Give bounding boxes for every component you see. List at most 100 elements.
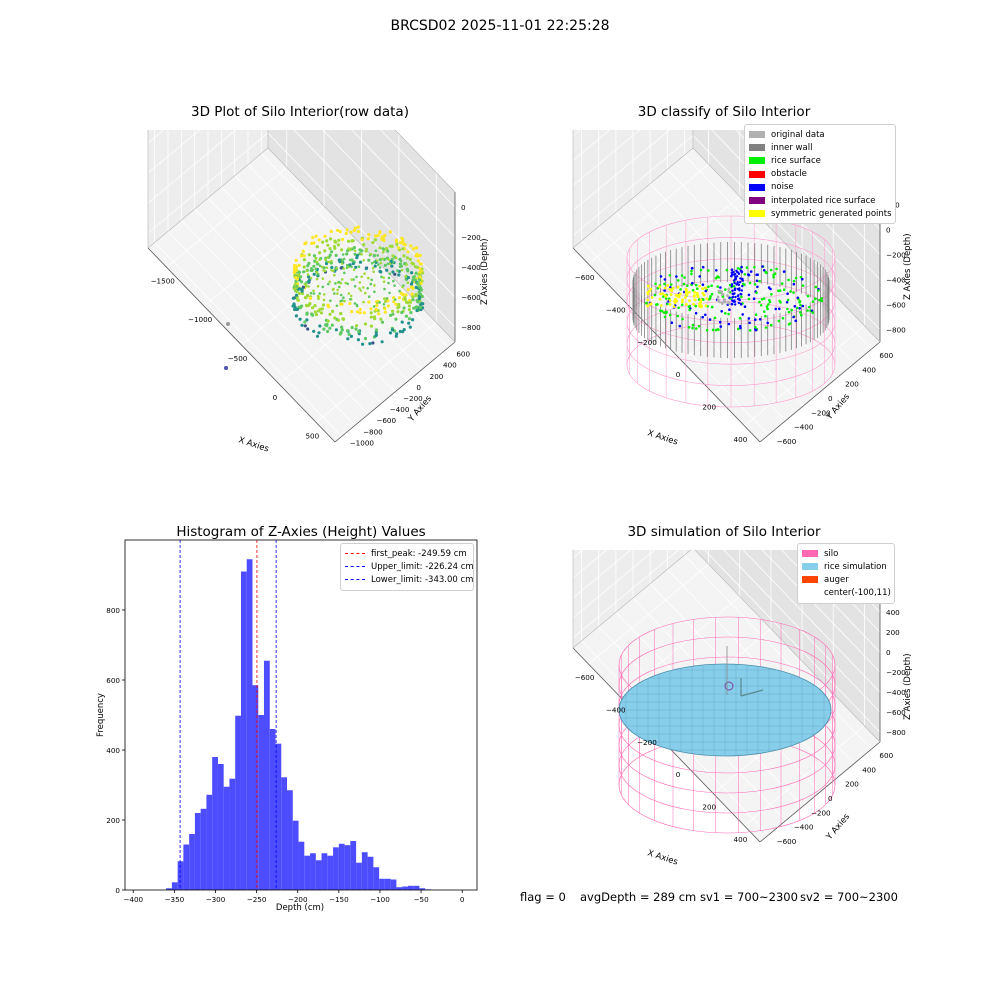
panel1-point: [418, 305, 422, 309]
panel1-point: [397, 296, 402, 300]
histogram-bar: [252, 685, 259, 890]
panel1-point: [388, 291, 391, 295]
panel2-point: [663, 289, 666, 292]
panel1-point: [328, 280, 331, 284]
histogram-xtick: −400: [123, 895, 143, 904]
panel1-point: [381, 257, 384, 261]
panel2-legend-item: inner wall: [749, 141, 891, 154]
panel2-point: [806, 294, 810, 298]
panel2-noise-point: [740, 289, 743, 292]
panel1-point: [305, 304, 309, 308]
panel2-orig-point: [716, 295, 720, 299]
panel1-point: [383, 297, 386, 300]
panel2-point: [745, 266, 749, 269]
panel1-point: [356, 338, 360, 342]
panel1-point: [405, 263, 408, 266]
panel1-point: [358, 307, 362, 311]
panel2-point: [782, 288, 786, 291]
panel2-point: [794, 276, 798, 280]
panel1-point: [357, 265, 361, 268]
panel1-point: [297, 273, 301, 277]
panel2-point: [758, 279, 761, 283]
panel1-point: [333, 273, 336, 277]
panel2-x-axis: [572, 247, 761, 443]
panel1-point: [408, 325, 412, 329]
panel1-point: [362, 300, 365, 304]
histogram-bar: [189, 834, 195, 890]
panel2-point: [786, 307, 789, 311]
panel2-point: [754, 318, 757, 321]
panel2-point: [668, 313, 672, 317]
panel1-point: [401, 238, 405, 242]
panel2-noise-point: [736, 297, 740, 301]
panel4-3d-plot[interactable]: −600−400−20002004006004002000−200−400−60…: [555, 550, 925, 890]
panel1-point: [367, 258, 371, 262]
panel1-point: [353, 226, 357, 230]
histogram-plot[interactable]: −400 −350 −300 −250 −200 −150 −100 −50 0 0 200 400 6…: [85, 530, 485, 920]
panel1-point: [356, 225, 360, 229]
panel2-sym-point: [647, 284, 650, 288]
panel2-3d-plot[interactable]: −600−400−20002004006004002000−200−400−60…: [555, 130, 925, 470]
panel2-legend-label: symmetric generated points: [771, 208, 892, 219]
panel1-point: [338, 260, 342, 264]
panel2-point: [662, 311, 666, 314]
panel1-point: [294, 314, 298, 318]
panel2-point: [704, 313, 707, 317]
histogram-bar: [310, 853, 316, 890]
panel1-point: [366, 287, 369, 290]
panel4-auger: [740, 689, 764, 697]
panel1-point: [417, 297, 421, 301]
panel1-ygrid: [194, 208, 382, 404]
panel1-point: [354, 265, 358, 269]
panel1-point: [401, 247, 405, 251]
panel1-zlabel: Z Axies (Depth): [480, 238, 490, 305]
panel1-point: [415, 308, 419, 313]
panel1-point: [329, 299, 332, 302]
panel4-legend: silo rice simulation auger center(-100,11): [797, 543, 895, 604]
panel4-legend-item: rice simulation: [802, 560, 890, 573]
panel1-point: [340, 259, 344, 262]
panel4-xtick: 200: [702, 803, 716, 812]
panel1-point: [294, 258, 298, 262]
panel4-ztick: 0: [886, 648, 891, 657]
panel1-point: [320, 307, 324, 311]
panel1-point: [373, 290, 376, 294]
panel2-noise-point: [735, 283, 738, 286]
panel2-sym-point: [659, 304, 663, 307]
panel2-point: [820, 299, 823, 303]
panel2-point: [761, 265, 764, 268]
panel2-point: [737, 327, 740, 331]
panel1-point: [319, 311, 323, 315]
histogram-bar: [396, 887, 403, 890]
histogram-bar: [327, 855, 334, 890]
panel2-point: [788, 322, 792, 325]
panel1-point: [383, 233, 387, 237]
panel2-sym-point: [671, 286, 675, 290]
panel1-point: [372, 260, 376, 264]
panel1-point: [376, 301, 379, 305]
panel1-point: [358, 311, 362, 315]
panel1-3d-plot[interactable]: −1500 −1000 −500 0 500 600 400 200 0 −200 −400 −600…: [130, 130, 500, 470]
panel2-point: [741, 282, 745, 286]
panel2-legend-label: obstacle: [771, 169, 807, 180]
histogram-bar: [413, 885, 420, 890]
panel2-point: [677, 306, 680, 310]
panel1-point: [356, 310, 360, 314]
panel1-point: [400, 310, 404, 315]
panel1-point: [345, 228, 349, 232]
panel1-xtick: −1000: [188, 315, 213, 324]
panel2-point: [738, 316, 742, 320]
panel1-point: [305, 318, 309, 322]
panel2-point: [743, 273, 747, 276]
panel2-noise-point: [731, 299, 734, 302]
panel1-point: [350, 310, 354, 314]
panel1-point: [388, 262, 392, 266]
panel2-sym-point: [672, 305, 676, 309]
panel1-point: [380, 275, 383, 279]
panel1-point: [390, 264, 394, 268]
panel2-legend-item: symmetric generated points: [749, 207, 892, 220]
panel1-point: [383, 307, 387, 311]
panel1-point: [360, 275, 363, 279]
panel2-point: [778, 307, 781, 311]
histogram-bar: [350, 841, 357, 890]
